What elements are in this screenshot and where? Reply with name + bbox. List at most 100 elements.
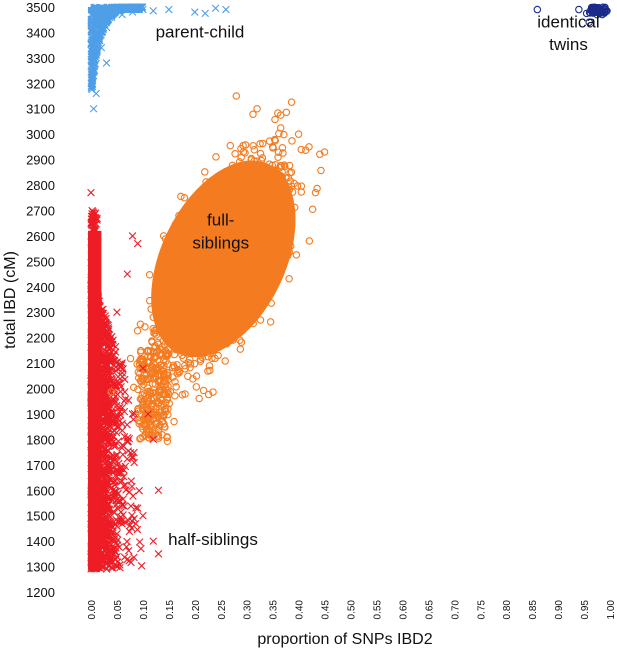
full-siblings-point: [305, 143, 313, 151]
parent-child-point: [118, 10, 126, 19]
identical-twins-point: [590, 8, 599, 16]
y-tick-label: 2000: [26, 382, 55, 397]
x-tick-label: 0.10: [139, 600, 150, 620]
x-tick-label: 0.60: [398, 600, 409, 620]
half-siblings-point: [97, 308, 106, 317]
half-siblings-point: [113, 562, 121, 571]
parent-child-point: [211, 4, 220, 13]
x-tick-label: 0.70: [450, 600, 461, 620]
parent-child-point: [89, 71, 98, 80]
full-siblings-point: [170, 417, 178, 426]
x-tick-label: 0.50: [347, 600, 358, 620]
identical-twins-point: [582, 9, 591, 18]
y-tick-label: 1500: [26, 509, 55, 524]
x-tick-label: 0.80: [502, 600, 513, 620]
parent-child-point: [102, 23, 111, 32]
identical-twins-point: [533, 5, 542, 14]
y-tick-label: 1400: [26, 534, 55, 549]
y-tick-label: 2900: [26, 153, 55, 168]
annotation-label: twins: [549, 35, 588, 54]
x-tick-label: 0.75: [476, 600, 487, 620]
y-tick-label: 1700: [26, 458, 55, 473]
x-tick-label: 0.20: [191, 600, 202, 620]
full-siblings-point: [191, 257, 199, 266]
full-siblings-point: [268, 143, 277, 151]
y-tick-label: 1200: [26, 585, 55, 600]
parent-child-point: [92, 54, 100, 62]
scatter-points: [87, 4, 609, 571]
parent-child-point: [92, 89, 100, 98]
x-tick-label: 0.85: [528, 600, 539, 620]
y-tick-label: 3500: [26, 0, 55, 15]
parent-child-point: [107, 13, 116, 21]
annotation-label: identical: [537, 12, 599, 31]
half-siblings-point: [128, 232, 137, 240]
parent-child-point: [191, 8, 199, 16]
scatter-clouds: [87, 3, 611, 573]
identical-twins-point: [598, 10, 606, 19]
y-tick-label: 2300: [26, 305, 55, 320]
x-tick-label: 0.30: [243, 600, 254, 620]
y-tick-label: 2500: [26, 254, 55, 269]
annotation-label: half-siblings: [168, 530, 258, 549]
y-tick-label: 3400: [26, 25, 55, 40]
half-siblings-cloud: [87, 206, 146, 573]
x-tick-label: 0.25: [217, 600, 228, 620]
x-axis-label: proportion of SNPs IBD2: [257, 631, 432, 648]
identical-twins-point: [595, 7, 604, 15]
half-siblings-point: [149, 435, 158, 444]
x-tick-label: 0.15: [165, 600, 176, 620]
parent-child-point: [165, 5, 173, 14]
full-siblings-point: [294, 130, 303, 138]
parent-child-point: [222, 5, 230, 14]
x-tick-label: 0.05: [113, 600, 124, 620]
identical-twins-point: [585, 18, 593, 27]
half-siblings-point: [113, 308, 121, 317]
half-siblings-point: [87, 219, 95, 227]
x-tick-label: 0.00: [87, 600, 98, 620]
annotation-label: parent-child: [156, 23, 245, 42]
identical-twins-point: [593, 10, 601, 19]
y-axis-label: total IBD (cM): [2, 251, 19, 349]
half-siblings-point: [144, 410, 152, 418]
parent-child-cloud: [87, 3, 147, 94]
y-tick-label: 3000: [26, 127, 55, 142]
half-siblings-point: [123, 270, 132, 278]
full-siblings-point: [165, 333, 173, 342]
full-siblings-cloud: [107, 98, 325, 446]
half-siblings-point: [87, 188, 95, 197]
half-siblings-point: [133, 239, 142, 248]
y-tick-label: 1600: [26, 483, 55, 498]
full-siblings-point: [154, 372, 163, 380]
x-tick-label: 0.95: [580, 600, 591, 620]
y-tick-label: 2800: [26, 178, 55, 193]
full-siblings-point: [253, 104, 261, 113]
y-tick-label: 2600: [26, 229, 55, 244]
x-tick-label: 1.00: [606, 600, 617, 620]
y-tick-label: 2100: [26, 356, 55, 371]
y-tick-label: 2400: [26, 280, 55, 295]
x-tick-label: 0.35: [269, 600, 280, 620]
half-siblings-point: [97, 562, 106, 571]
y-tick-label: 3300: [26, 51, 55, 66]
full-siblings-point: [139, 397, 147, 405]
half-siblings-point: [139, 511, 147, 520]
full-siblings-point: [149, 410, 158, 418]
half-siblings-point: [128, 410, 137, 418]
parent-child-point: [89, 104, 98, 113]
x-tick-label: 0.65: [424, 600, 435, 620]
annotation-label: siblings: [192, 234, 249, 253]
y-tick-label: 1300: [26, 560, 55, 575]
x-tick-label: 0.55: [372, 600, 383, 620]
full-siblings-point: [320, 148, 329, 156]
y-tick-label: 2200: [26, 331, 55, 346]
half-siblings-point: [154, 486, 163, 495]
annotation-label: full-: [207, 211, 234, 230]
full-siblings-point: [222, 288, 230, 296]
half-siblings-point: [139, 364, 147, 372]
parent-child-point: [102, 59, 111, 67]
parent-child-point: [91, 38, 99, 47]
half-siblings-point: [92, 257, 100, 266]
